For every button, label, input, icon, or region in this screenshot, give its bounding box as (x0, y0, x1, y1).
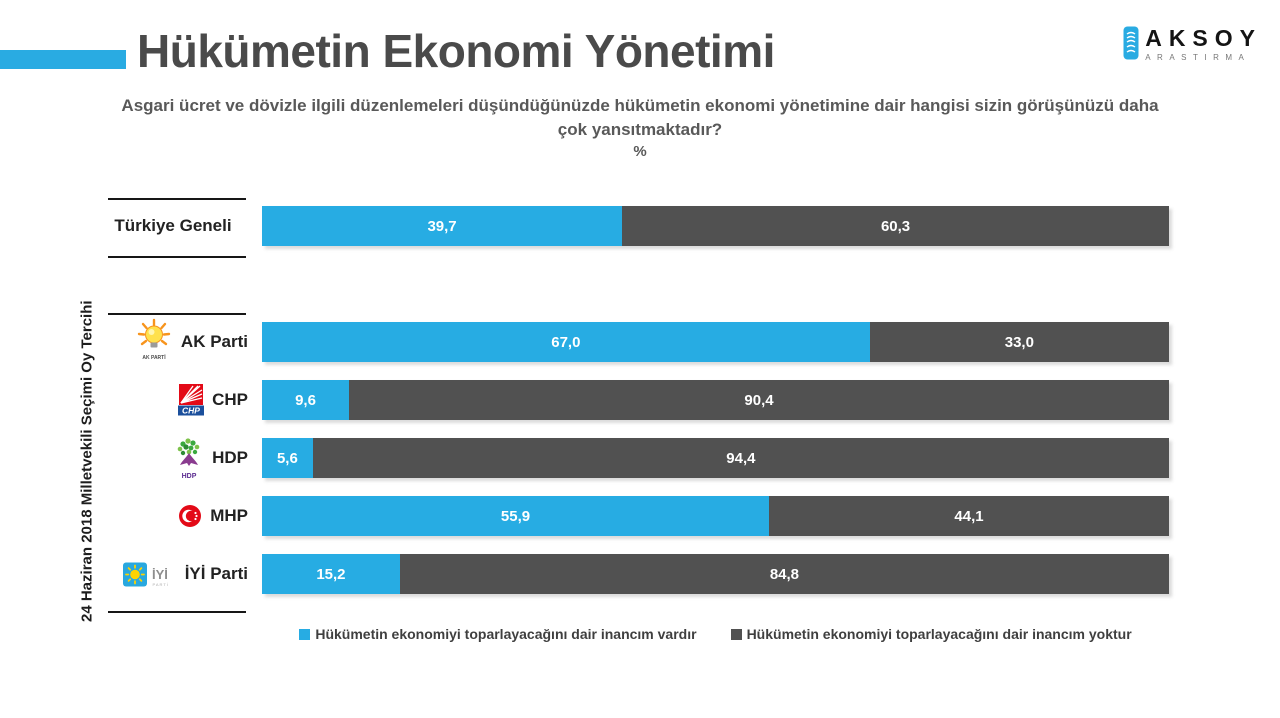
row-label-cell-ak-parti: AK PARTİ AK Parti (98, 318, 248, 362)
chart-row-iyi-parti: İYİ PARTİ İYİ Parti 15,2 84,8 (0, 554, 1280, 594)
legend-item-vardir: Hükümetin ekonomiyi toparlayacağını dair… (299, 626, 697, 642)
chp-logo-icon: CHP (178, 383, 205, 417)
chart-row-ak-parti: AK PARTİ AK Parti 67,0 33,0 (0, 318, 1280, 362)
bar-value-yoktur-turkiye-geneli: 60,3 (880, 217, 911, 235)
svg-text:HDP: HDP (182, 473, 197, 480)
row-label-mhp: MHP (210, 506, 248, 525)
bar-value-vardir-ak-parti: 67,0 (551, 333, 581, 351)
aksoy-logo-icon (1123, 26, 1139, 60)
question-line2: çok yansıtmaktadır? (557, 120, 723, 139)
row-bars-chp: 9,6 90,4 (262, 380, 1169, 420)
bar-segment-vardir-turkiye-geneli: 39,7 (262, 206, 623, 246)
chart-row-mhp: MHP 55,9 44,1 (0, 496, 1280, 536)
row-label-cell-chp: CHP CHP (98, 380, 248, 420)
bar-segment-vardir-hdp: 5,6 (262, 438, 313, 478)
legend-swatch-yoktur-icon (730, 628, 742, 640)
mhp-logo-icon (178, 504, 202, 528)
svg-text:AK PARTİ: AK PARTİ (142, 354, 166, 361)
bar-value-vardir-mhp: 55,9 (500, 507, 531, 525)
bar-value-vardir-hdp: 5,6 (276, 449, 298, 467)
row-label-iyi-parti: İYİ Parti (184, 564, 248, 583)
bar-segment-yoktur-chp: 90,4 (349, 380, 1169, 420)
row-label-cell-mhp: MHP (98, 496, 248, 536)
bar-segment-yoktur-iyi-parti: 84,8 (399, 554, 1169, 594)
bar-segment-yoktur-turkiye-geneli: 60,3 (622, 206, 1169, 246)
separator-parties-top (108, 313, 246, 315)
row-label-hdp: HDP (212, 448, 248, 467)
row-label-cell-hdp: HDP HDP (98, 436, 248, 481)
page-title: Hükümetin Ekonomi Yönetimi (137, 25, 775, 77)
bar-segment-vardir-chp: 9,6 (262, 380, 350, 420)
row-bars-iyi-parti: 15,2 84,8 (262, 554, 1169, 594)
bar-value-vardir-iyi-parti: 15,2 (316, 565, 346, 583)
question-text: Asgari ücret ve dövizle ilgili düzenleme… (60, 94, 1220, 142)
row-bars-ak-parti: 67,0 33,0 (262, 322, 1169, 362)
svg-text:PARTİ: PARTİ (152, 582, 168, 587)
legend-swatch-vardir-icon (299, 628, 311, 640)
chart-row-chp: CHP CHP 9,6 90,4 (0, 380, 1280, 420)
aksoy-logo: AKSOY ARASTIRMA (1123, 26, 1262, 62)
hdp-logo-icon: HDP (174, 436, 204, 481)
row-bars-turkiye-geneli: 39,7 60,3 (262, 206, 1169, 246)
row-bars-hdp: 5,6 94,4 (262, 438, 1169, 478)
row-label-chp: CHP (212, 390, 248, 409)
row-label-cell-iyi-parti: İYİ PARTİ İYİ Parti (98, 554, 248, 594)
svg-text:CHP: CHP (182, 405, 200, 415)
ak-parti-logo-icon: AK PARTİ (135, 317, 173, 367)
bar-segment-vardir-mhp: 55,9 (262, 496, 769, 536)
logo-subtitle: ARASTIRMA (1145, 53, 1251, 62)
separator-parties-bottom (108, 611, 246, 613)
bar-segment-vardir-ak-parti: 67,0 (262, 322, 870, 362)
question-line1: Asgari ücret ve dövizle ilgili düzenleme… (121, 96, 1159, 115)
bar-value-yoktur-chp: 90,4 (744, 391, 774, 409)
bar-segment-yoktur-mhp: 44,1 (769, 496, 1169, 536)
legend-label-yoktur: Hükümetin ekonomiyi toparlayacağını dair… (746, 626, 1132, 642)
row-label-turkiye-geneli: Türkiye Geneli (114, 216, 232, 235)
iyi-parti-logo-icon: İYİ PARTİ (122, 561, 177, 588)
legend-item-yoktur: Hükümetin ekonomiyi toparlayacağını dair… (730, 626, 1132, 642)
bar-value-yoktur-hdp: 94,4 (726, 449, 756, 467)
title-accent-bar (0, 50, 126, 69)
bar-value-yoktur-iyi-parti: 84,8 (769, 565, 800, 583)
bar-value-vardir-turkiye-geneli: 39,7 (427, 217, 457, 235)
chart-legend: Hükümetin ekonomiyi toparlayacağını dair… (262, 626, 1169, 642)
bar-value-vardir-chp: 9,6 (295, 391, 316, 409)
unit-label: % (633, 143, 647, 160)
legend-label-vardir: Hükümetin ekonomiyi toparlayacağını dair… (315, 626, 697, 642)
bar-segment-yoktur-ak-parti: 33,0 (869, 322, 1169, 362)
svg-text:İYİ: İYİ (152, 567, 168, 582)
row-label-cell-turkiye-geneli: Türkiye Geneli (98, 206, 248, 246)
bar-value-yoktur-ak-parti: 33,0 (1004, 333, 1034, 351)
chart-row-hdp: HDP HDP 5,6 94,4 (0, 436, 1280, 481)
row-label-ak-parti: AK Parti (180, 332, 248, 351)
separator-overall-bottom (108, 256, 246, 258)
logo-name: AKSOY (1145, 25, 1262, 51)
separator-overall-top (108, 198, 246, 200)
bar-segment-yoktur-hdp: 94,4 (312, 438, 1169, 478)
bar-segment-vardir-iyi-parti: 15,2 (262, 554, 400, 594)
bar-value-yoktur-mhp: 44,1 (954, 507, 984, 525)
row-bars-mhp: 55,9 44,1 (262, 496, 1169, 536)
chart-row-turkiye-geneli: Türkiye Geneli 39,7 60,3 (0, 206, 1280, 246)
